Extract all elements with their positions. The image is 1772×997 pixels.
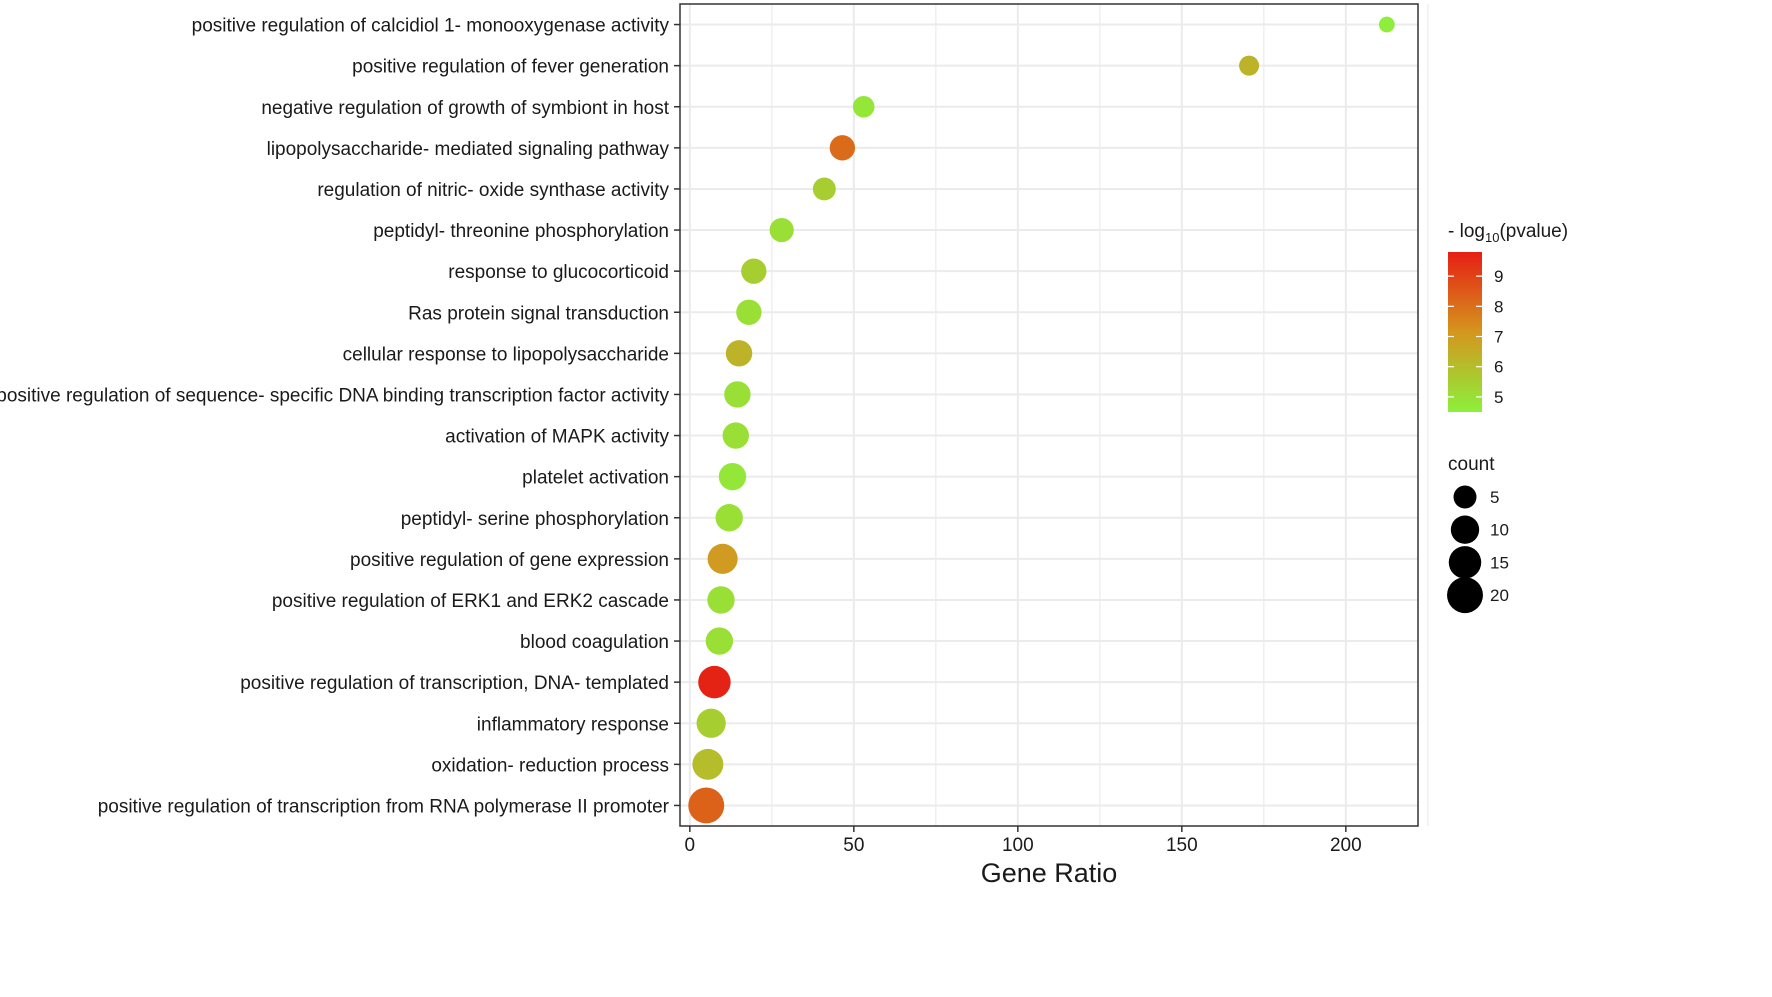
color-legend-title-prefix: - log [1448,221,1485,242]
category-label: negative regulation of growth of symbion… [261,98,669,119]
color-legend-title: - log10(pvalue) [1448,221,1568,245]
size-legend-title: count [1448,454,1495,475]
size-legend-dot [1447,577,1483,614]
data-point [688,787,725,824]
size-legend-items: 5 10 15 20 [1447,485,1509,614]
data-point [725,340,753,367]
color-bar-tick-label: 6 [1494,358,1503,377]
data-point [715,504,743,532]
color-legend: - log10(pvalue) 5 6 7 8 9 [1448,221,1568,412]
data-point [1378,16,1395,33]
data-point [707,543,738,574]
data-point [718,462,747,491]
axis-ticks: 0 50 100 150 200 [674,23,1362,856]
data-point [696,708,726,738]
category-label: peptidyl- serine phosphorylation [401,509,669,530]
data-point [722,422,749,449]
category-labels: positive regulation of calcidiol 1- mono… [0,16,670,818]
color-legend-title-subscript: 10 [1485,230,1499,245]
size-legend: count 5 10 15 20 [1447,454,1509,614]
category-label: Ras protein signal transduction [408,303,669,324]
size-legend-label: 20 [1490,586,1509,605]
color-bar-tick-label: 9 [1494,267,1503,286]
category-label: positive regulation of ERK1 and ERK2 cas… [272,591,669,612]
x-axis-title: Gene Ratio [981,858,1118,888]
size-legend-label: 10 [1490,521,1509,540]
size-legend-dot [1448,546,1482,579]
category-label: regulation of nitric- oxide synthase act… [317,180,669,201]
color-bar [1448,252,1482,412]
data-points [688,16,1395,824]
category-label: positive regulation of sequence- specifi… [0,385,669,406]
size-legend-dot [1453,485,1477,509]
x-tick-label: 150 [1166,835,1198,856]
data-point [1239,55,1260,76]
category-label: platelet activation [522,468,669,489]
data-point [769,217,794,243]
grid-lines [680,4,1429,826]
category-label: positive regulation of gene expression [350,550,669,571]
category-label: lipopolysaccharide- mediated signaling p… [267,139,670,160]
size-legend-label: 5 [1490,488,1499,507]
data-point [698,665,731,699]
category-label: positive regulation of fever generation [352,57,669,78]
plot-panel [679,3,1419,827]
color-legend-title-suffix: (pvalue) [1499,221,1568,242]
x-tick-label: 200 [1330,835,1362,856]
data-point [812,177,836,201]
data-point [705,627,734,655]
category-label: cellular response to lipopolysaccharide [343,344,669,365]
data-point [707,586,735,614]
category-label: positive regulation of calcidiol 1- mono… [192,16,670,37]
category-label: positive regulation of transcription fro… [98,796,670,817]
category-label: inflammatory response [477,714,669,735]
plot-panel-background [680,4,1418,826]
data-point [852,95,875,118]
category-label: blood coagulation [520,632,669,653]
color-bar-tick-label: 7 [1494,328,1503,347]
color-bar-tick-label: 5 [1494,388,1503,407]
category-label: response to glucocorticoid [448,262,669,283]
data-point [741,258,767,284]
category-label: peptidyl- threonine phosphorylation [373,221,669,242]
data-point [736,299,762,325]
x-tick-label: 50 [843,835,864,856]
data-point [829,135,856,161]
color-bar-ticks: 5 6 7 8 9 [1448,267,1503,407]
data-point [692,748,724,780]
size-legend-dot [1450,515,1480,544]
data-point [724,381,751,408]
x-tick-label: 0 [685,835,696,856]
x-tick-label: 100 [1002,835,1034,856]
color-bar-tick-label: 8 [1494,297,1503,316]
size-legend-label: 15 [1490,553,1509,572]
category-label: activation of MAPK activity [445,427,669,448]
category-label: oxidation- reduction process [431,755,669,776]
category-label: positive regulation of transcription, DN… [240,673,669,694]
